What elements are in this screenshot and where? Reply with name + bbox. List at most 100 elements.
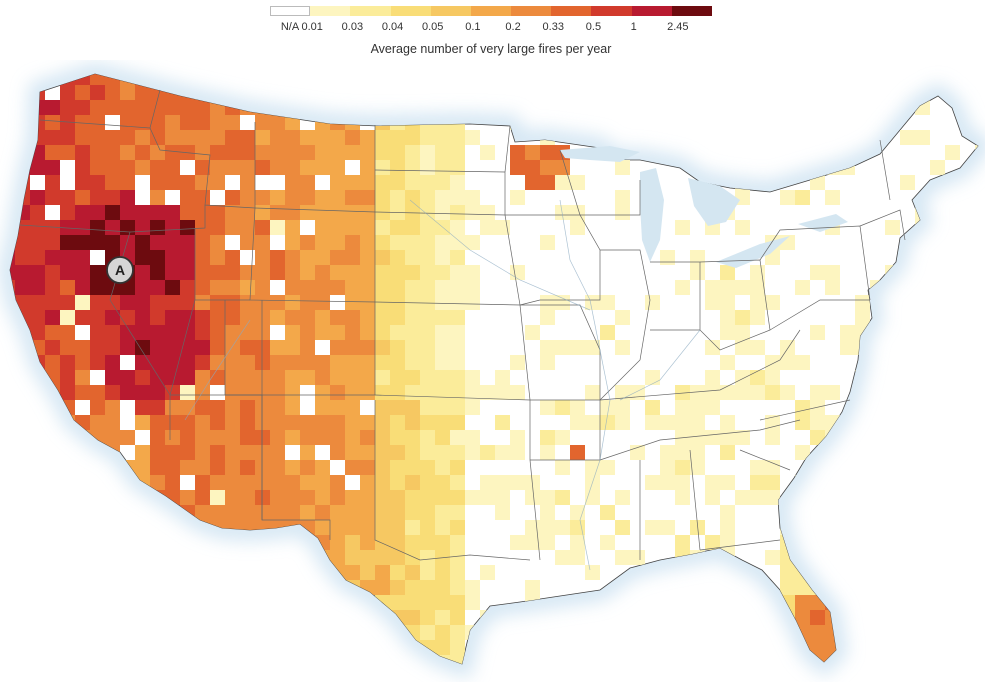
county-cell xyxy=(510,160,525,175)
county-cell xyxy=(30,385,45,400)
county-cell xyxy=(135,85,150,100)
county-cell xyxy=(60,145,75,160)
county-cell xyxy=(375,235,390,250)
county-cell xyxy=(285,130,300,145)
county-cell xyxy=(30,235,45,250)
county-cell xyxy=(105,430,120,445)
county-cell xyxy=(405,565,420,580)
marker-a-circle[interactable] xyxy=(106,256,134,284)
county-cell xyxy=(10,340,15,355)
county-cell xyxy=(945,655,960,664)
county-cell xyxy=(885,610,900,625)
county-cell xyxy=(45,295,60,310)
county-cell xyxy=(135,280,150,295)
county-cell xyxy=(360,385,375,400)
county-cell xyxy=(975,595,978,610)
county-cell xyxy=(10,85,15,100)
county-cell xyxy=(465,385,480,400)
marker-a[interactable]: A xyxy=(106,256,134,284)
county-cell xyxy=(420,130,435,145)
county-cell xyxy=(435,505,450,520)
county-cell xyxy=(525,520,540,535)
county-cell xyxy=(300,190,315,205)
county-cell xyxy=(135,340,150,355)
county-cell xyxy=(45,160,60,175)
county-cell xyxy=(345,250,360,265)
county-cell xyxy=(135,115,150,130)
county-cell xyxy=(435,190,450,205)
county-cell xyxy=(435,460,450,475)
county-cell xyxy=(405,74,420,85)
county-cell xyxy=(975,625,978,640)
county-cell xyxy=(360,355,375,370)
county-cell xyxy=(810,610,825,625)
county-cell xyxy=(645,475,660,490)
county-cell xyxy=(60,595,75,610)
county-cell xyxy=(450,220,465,235)
county-cell xyxy=(330,475,345,490)
county-cell xyxy=(150,475,165,490)
county-cell xyxy=(540,115,555,130)
county-cell xyxy=(10,370,15,385)
county-cell xyxy=(675,385,690,400)
county-cell xyxy=(105,415,120,430)
county-cell xyxy=(75,145,90,160)
county-cell xyxy=(480,145,495,160)
county-cell xyxy=(150,295,165,310)
county-cell xyxy=(285,265,300,280)
county-cell xyxy=(165,265,180,280)
county-cell xyxy=(15,670,30,682)
county-cell xyxy=(120,340,135,355)
county-cell xyxy=(330,370,345,385)
county-cell xyxy=(795,190,810,205)
county-cell xyxy=(405,220,420,235)
county-cell xyxy=(375,535,390,550)
county-cell xyxy=(450,85,465,100)
county-cell xyxy=(945,340,960,355)
county-cell xyxy=(255,265,270,280)
county-cell xyxy=(780,340,795,355)
county-cell xyxy=(915,400,930,415)
county-cell xyxy=(225,445,240,460)
county-cell xyxy=(285,415,300,430)
county-cell xyxy=(945,145,960,160)
county-cell xyxy=(240,670,255,682)
county-cell xyxy=(210,325,225,340)
county-cell xyxy=(150,325,165,340)
county-cell xyxy=(960,610,975,625)
county-cell xyxy=(300,205,315,220)
county-cell xyxy=(405,580,420,595)
county-cell xyxy=(885,580,900,595)
county-cell xyxy=(810,625,825,640)
county-cell xyxy=(315,355,330,370)
county-cell xyxy=(60,115,75,130)
county-cell xyxy=(615,670,630,682)
county-cell xyxy=(105,175,120,190)
county-cell xyxy=(210,235,225,250)
county-cell xyxy=(720,85,735,100)
county-cell xyxy=(780,640,795,655)
county-cell xyxy=(225,370,240,385)
county-cell xyxy=(330,355,345,370)
county-cell xyxy=(435,625,450,640)
county-cell xyxy=(420,175,435,190)
county-cell xyxy=(690,610,705,625)
county-cell xyxy=(720,445,735,460)
county-cell xyxy=(435,310,450,325)
county-cell xyxy=(375,160,390,175)
county-cell xyxy=(210,670,225,682)
county-cell xyxy=(90,220,105,235)
county-cell xyxy=(345,280,360,295)
county-cell xyxy=(510,145,525,160)
county-cell xyxy=(915,610,930,625)
county-cell xyxy=(600,85,615,100)
county-cell xyxy=(915,565,930,580)
county-cell xyxy=(75,130,90,145)
county-cell xyxy=(930,580,945,595)
county-cell xyxy=(165,130,180,145)
county-cell xyxy=(405,670,420,682)
county-cell xyxy=(165,175,180,190)
county-cell xyxy=(255,445,270,460)
county-cell xyxy=(10,100,15,115)
county-cell xyxy=(75,595,90,610)
